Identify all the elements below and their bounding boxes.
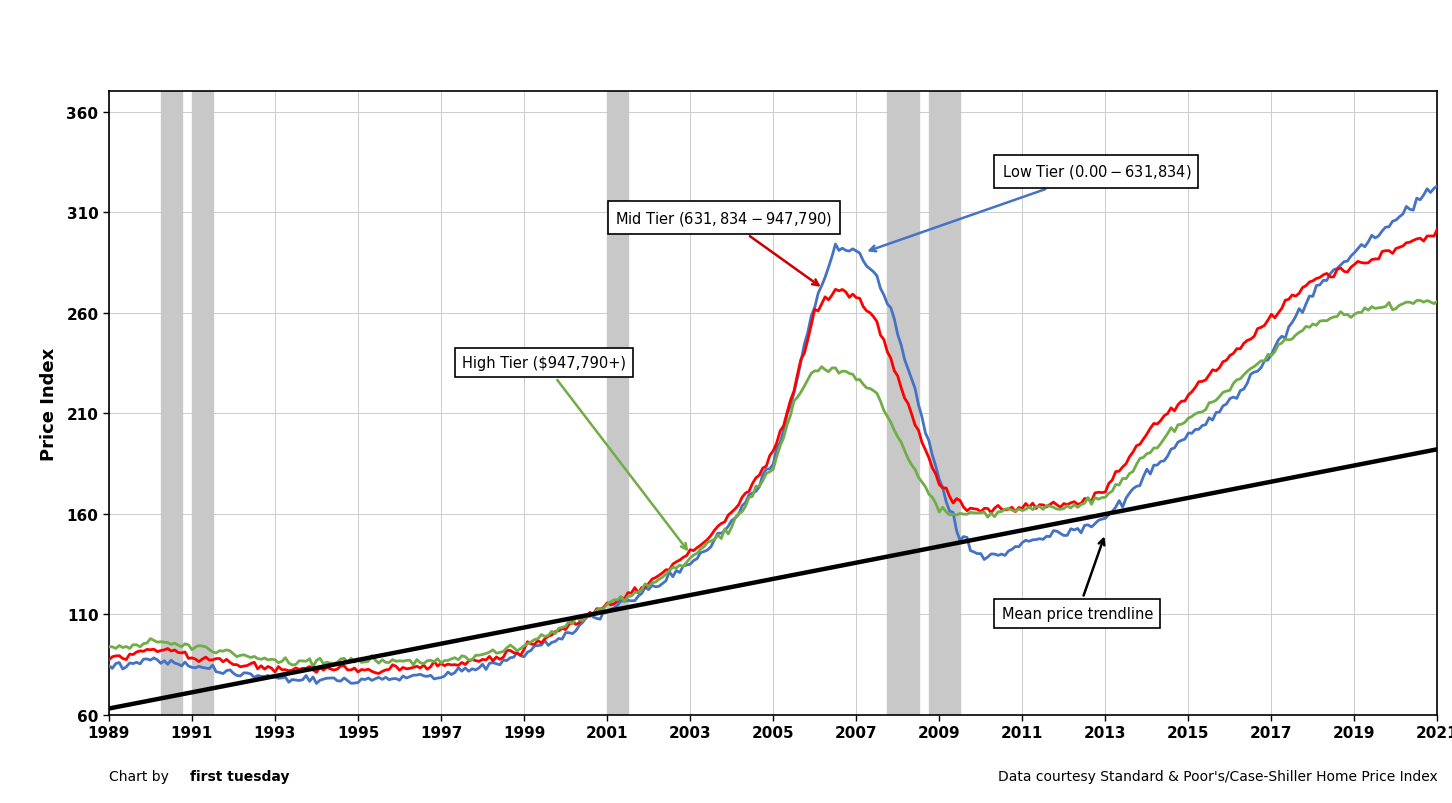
Text: Chart by: Chart by	[109, 769, 173, 783]
Text: High Tier ($947,790+): High Tier ($947,790+)	[462, 356, 687, 549]
Text: Data courtesy Standard & Poor's/Case-Shiller Home Price Index: Data courtesy Standard & Poor's/Case-Shi…	[998, 769, 1437, 783]
Bar	[929, 92, 960, 715]
Text: California Tri-City Tiered Home Pricing (1989-present): California Tri-City Tiered Home Pricing …	[263, 23, 1189, 53]
Bar	[192, 92, 212, 715]
Bar	[887, 92, 919, 715]
Bar	[607, 92, 627, 715]
Text: Low Tier ($0.00 - $631,834): Low Tier ($0.00 - $631,834)	[870, 163, 1191, 252]
Bar	[161, 92, 182, 715]
Text: Mean price trendline: Mean price trendline	[1002, 540, 1153, 622]
Text: Mid Tier ($631,834 - $947,790): Mid Tier ($631,834 - $947,790)	[616, 210, 832, 286]
Y-axis label: Price Index: Price Index	[41, 347, 58, 460]
Text: first tuesday: first tuesday	[190, 769, 290, 783]
